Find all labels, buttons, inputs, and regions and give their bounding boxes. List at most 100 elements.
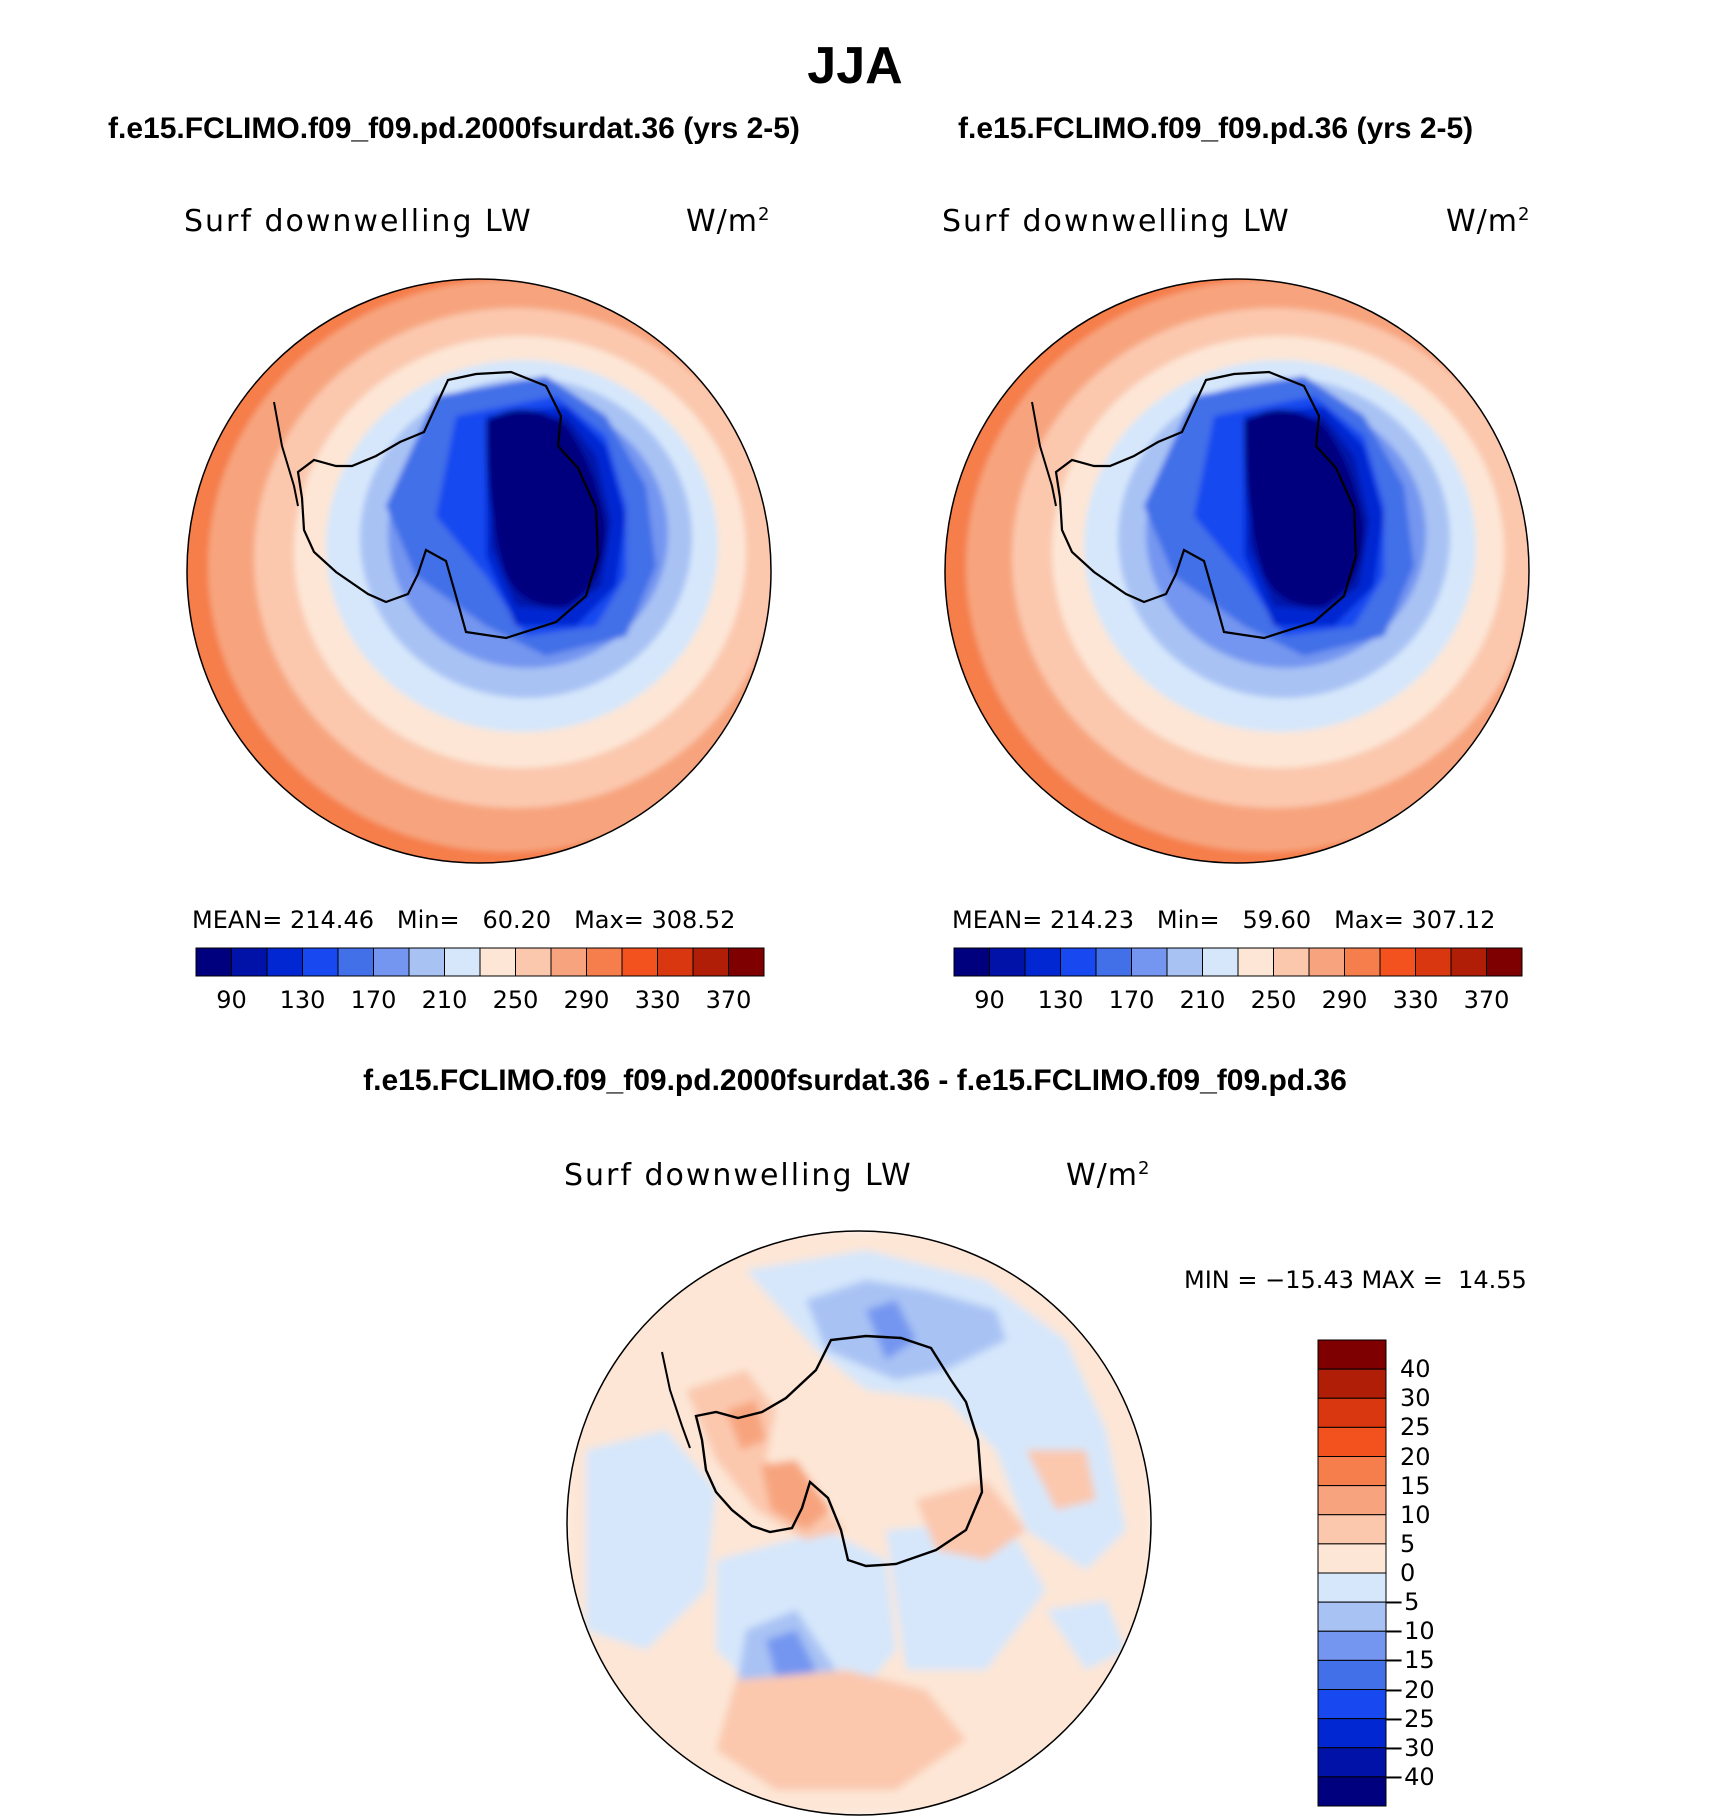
diff-colorbar-swatch [1317, 1514, 1387, 1545]
colorbar-tick-label: 290 [563, 986, 610, 1014]
colorbar-tick-label: 330 [1392, 986, 1439, 1014]
diff-colorbar-swatch [1317, 1572, 1387, 1603]
diff-colorbar-swatch [1317, 1368, 1387, 1399]
diff-panel-map [566, 1230, 1152, 1816]
diff-colorbar-swatch [1317, 1397, 1387, 1428]
diff-colorbar-swatch [1317, 1543, 1387, 1574]
colorbar-tick-label: 210 [1179, 986, 1226, 1014]
page-title: JJA [807, 37, 903, 95]
diff-colorbar-swatch [1317, 1456, 1387, 1487]
diff-colorbar [1317, 1339, 1387, 1807]
diff-colorbar-tick-label: −5 [1384, 1588, 1420, 1617]
colorbar-swatch [1344, 947, 1381, 977]
diff-colorbar-swatch [1317, 1485, 1387, 1516]
diff-colorbar-swatch [1317, 1747, 1387, 1778]
diff-colorbar-tick-label: −30 [1384, 1733, 1435, 1762]
colorbar-swatch [1379, 947, 1416, 977]
diff-colorbar-tick-label: 25 [1400, 1413, 1431, 1442]
colorbar-tick-label: 210 [421, 986, 468, 1014]
panel-a-map [186, 278, 772, 864]
panel-a-title: f.e15.FCLIMO.f09_f09.pd.2000fsurdat.36 (… [108, 112, 800, 145]
diff-colorbar-swatch [1317, 1601, 1387, 1632]
colorbar-swatch [1024, 947, 1061, 977]
colorbar-swatch [1237, 947, 1274, 977]
colorbar-swatch [1486, 947, 1523, 977]
colorbar-swatch [1131, 947, 1168, 977]
colorbar-swatch [408, 947, 445, 977]
colorbar-tick-label: 130 [1037, 986, 1084, 1014]
panel-a-units: W/m2 [686, 204, 771, 239]
panel-b-map [944, 278, 1530, 864]
colorbar-swatch [1415, 947, 1452, 977]
colorbar-swatch [479, 947, 516, 977]
colorbar-tick-label: 90 [216, 986, 247, 1014]
colorbar-tick-label: 170 [1108, 986, 1155, 1014]
panel-b-colorbar [953, 947, 1523, 977]
diff-colorbar-tick-label: −40 [1384, 1762, 1435, 1791]
colorbar-tick-label: 250 [1250, 986, 1297, 1014]
diff-colorbar-tick-label: 10 [1400, 1500, 1431, 1529]
panel-a-colorbar [195, 947, 765, 977]
diff-colorbar-tick-label: −25 [1384, 1704, 1435, 1733]
panel-a-variable: Surf downwelling LW [184, 204, 533, 239]
diff-colorbar-swatch [1317, 1630, 1387, 1661]
diff-colorbar-swatch [1317, 1776, 1387, 1807]
diff-colorbar-swatch [1317, 1339, 1387, 1370]
colorbar-swatch [1450, 947, 1487, 977]
colorbar-swatch [1095, 947, 1132, 977]
colorbar-swatch [337, 947, 374, 977]
colorbar-tick-label: 330 [634, 986, 681, 1014]
colorbar-swatch [550, 947, 587, 977]
colorbar-tick-label: 250 [492, 986, 539, 1014]
diff-panel-units: W/m2 [1066, 1158, 1151, 1193]
colorbar-swatch [1308, 947, 1345, 977]
diff-colorbar-tick-label: 15 [1400, 1471, 1431, 1500]
colorbar-swatch [621, 947, 658, 977]
colorbar-swatch [657, 947, 694, 977]
diff-colorbar-tick-label: −20 [1384, 1675, 1435, 1704]
diff-colorbar-swatch [1317, 1718, 1387, 1749]
diff-colorbar-tick-label: −10 [1384, 1617, 1435, 1646]
colorbar-swatch [1060, 947, 1097, 977]
diff-colorbar-swatch [1317, 1689, 1387, 1720]
diff-panel-variable: Surf downwelling LW [564, 1158, 913, 1193]
colorbar-swatch [444, 947, 481, 977]
diff-colorbar-tick-label: 30 [1400, 1384, 1431, 1413]
colorbar-tick-label: 130 [279, 986, 326, 1014]
panel-b-variable: Surf downwelling LW [942, 204, 1291, 239]
colorbar-swatch [953, 947, 990, 977]
diff-panel-minmax: MIN = −15.43 MAX = 14.55 [1184, 1266, 1527, 1294]
diff-colorbar-tick-label: −15 [1384, 1646, 1435, 1675]
colorbar-swatch [195, 947, 232, 977]
colorbar-swatch [728, 947, 765, 977]
diff-colorbar-swatch [1317, 1659, 1387, 1690]
colorbar-swatch [266, 947, 303, 977]
colorbar-tick-label: 370 [705, 986, 752, 1014]
panel-b-colorbar-ticks: 90 130 170 210 250 290 330 370 [954, 986, 1522, 1016]
colorbar-tick-label: 290 [1321, 986, 1368, 1014]
colorbar-swatch [989, 947, 1026, 977]
diff-colorbar-ticks: 40 30 25 20 15 10 5 0 −5 −10 −15 −20 −25 −30 −40 [1384, 1340, 1504, 1810]
panel-b-stats: MEAN= 214.23 Min= 59.60 Max= 307.12 [952, 906, 1496, 934]
panel-a-stats: MEAN= 214.46 Min= 60.20 Max= 308.52 [192, 906, 736, 934]
diff-colorbar-swatch [1317, 1426, 1387, 1457]
panel-a-colorbar-ticks: 90 130 170 210 250 290 330 370 [196, 986, 764, 1016]
colorbar-swatch [586, 947, 623, 977]
diff-colorbar-tick-label: 5 [1400, 1529, 1416, 1558]
colorbar-swatch [1202, 947, 1239, 977]
colorbar-tick-label: 370 [1463, 986, 1510, 1014]
colorbar-swatch [302, 947, 339, 977]
diff-colorbar-tick-label: 20 [1400, 1442, 1431, 1471]
colorbar-tick-label: 170 [350, 986, 397, 1014]
colorbar-swatch [515, 947, 552, 977]
diff-panel-title: f.e15.FCLIMO.f09_f09.pd.2000fsurdat.36 -… [363, 1064, 1347, 1097]
colorbar-tick-label: 90 [974, 986, 1005, 1014]
colorbar-swatch [692, 947, 729, 977]
panel-b-title: f.e15.FCLIMO.f09_f09.pd.36 (yrs 2-5) [958, 112, 1474, 145]
panel-b-units: W/m2 [1446, 204, 1531, 239]
colorbar-swatch [1166, 947, 1203, 977]
diff-colorbar-tick-label: 40 [1400, 1355, 1431, 1384]
colorbar-swatch [1273, 947, 1310, 977]
colorbar-swatch [231, 947, 268, 977]
diff-colorbar-tick-label: 0 [1400, 1559, 1416, 1587]
